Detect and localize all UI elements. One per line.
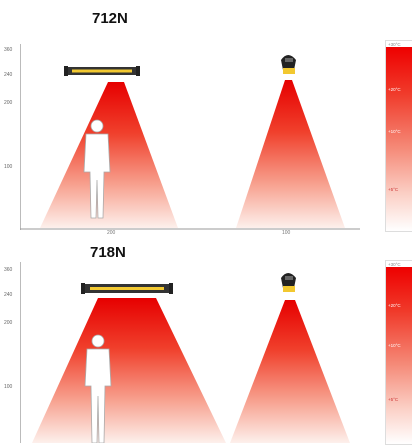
legend-gradient — [386, 47, 412, 231]
x-tick: 100 — [282, 230, 291, 236]
y-tick: 360 — [4, 47, 13, 53]
person-silhouette-icon — [83, 119, 111, 219]
x-tick: 200 — [107, 230, 116, 236]
temperature-legend: +30°C +20°C +10°C +5°C — [385, 40, 412, 232]
y-tick: 200 — [4, 320, 13, 326]
heat-cone-side — [230, 300, 350, 443]
y-tick: 100 — [4, 384, 13, 390]
heat-cone-front — [32, 298, 226, 443]
y-tick: 360 — [4, 267, 13, 273]
heater-front-icon — [64, 66, 140, 76]
y-tick: 240 — [4, 72, 13, 78]
legend-label: +5°C — [388, 187, 399, 192]
legend-label: +20°C — [388, 303, 401, 308]
model-title: 718N — [90, 244, 126, 261]
person-silhouette-icon — [84, 334, 112, 443]
legend-label: +10°C — [388, 129, 401, 134]
y-tick: 100 — [4, 164, 13, 170]
heat-cones-712n — [20, 55, 360, 230]
heat-cones-718n — [32, 273, 350, 443]
temperature-legend: +30°C +20°C +10°C +5°C — [385, 260, 412, 445]
panel-712n: 712N 360 240 200 100 — [4, 10, 412, 236]
heater-side-icon — [281, 55, 296, 74]
heat-cone-side — [236, 80, 345, 228]
model-title: 712N — [92, 10, 128, 27]
heater-side-icon — [281, 273, 296, 292]
legend-label: +20°C — [388, 87, 401, 92]
y-axis — [20, 262, 21, 443]
legend-label: +5°C — [388, 397, 399, 402]
heater-front-icon — [81, 283, 173, 294]
y-tick: 200 — [4, 100, 13, 106]
y-axis — [20, 44, 21, 230]
y-tick: 240 — [4, 292, 13, 298]
panel-718n: 718N 360 240 200 100 — [0, 236, 412, 445]
legend-head: +30°C — [388, 42, 401, 47]
legend-label: +10°C — [388, 343, 401, 348]
legend-gradient — [386, 267, 412, 444]
legend-head: +30°C — [388, 262, 401, 267]
